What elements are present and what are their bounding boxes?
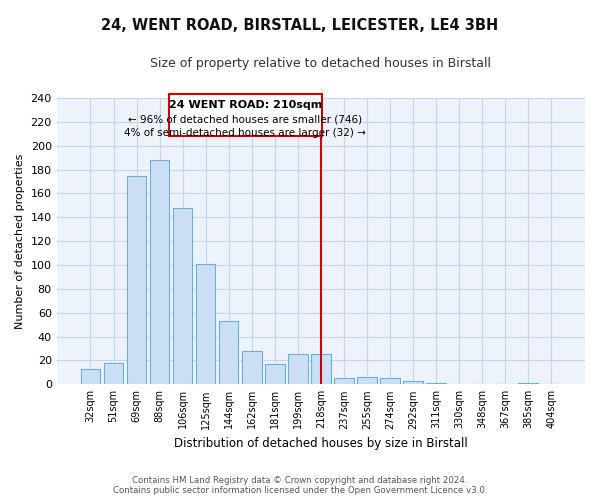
Bar xyxy=(127,176,146,384)
Bar xyxy=(403,380,423,384)
Bar xyxy=(104,363,123,384)
X-axis label: Distribution of detached houses by size in Birstall: Distribution of detached houses by size … xyxy=(174,437,468,450)
Text: ← 96% of detached houses are smaller (746): ← 96% of detached houses are smaller (74… xyxy=(128,115,362,125)
Bar xyxy=(288,354,308,384)
Bar xyxy=(334,378,353,384)
Title: Size of property relative to detached houses in Birstall: Size of property relative to detached ho… xyxy=(151,58,491,70)
Text: Contains HM Land Registry data © Crown copyright and database right 2024.
Contai: Contains HM Land Registry data © Crown c… xyxy=(113,476,487,495)
Bar xyxy=(357,377,377,384)
Bar xyxy=(265,364,284,384)
Bar xyxy=(311,354,331,384)
Bar xyxy=(518,383,538,384)
Bar xyxy=(196,264,215,384)
Bar xyxy=(150,160,169,384)
Bar xyxy=(219,321,238,384)
Bar xyxy=(242,351,262,384)
Bar xyxy=(380,378,400,384)
Text: 24, WENT ROAD, BIRSTALL, LEICESTER, LE4 3BH: 24, WENT ROAD, BIRSTALL, LEICESTER, LE4 … xyxy=(101,18,499,32)
FancyBboxPatch shape xyxy=(169,94,322,136)
Y-axis label: Number of detached properties: Number of detached properties xyxy=(15,154,25,329)
Text: 24 WENT ROAD: 210sqm: 24 WENT ROAD: 210sqm xyxy=(169,100,322,110)
Bar xyxy=(426,383,446,384)
Bar xyxy=(173,208,193,384)
Text: 4% of semi-detached houses are larger (32) →: 4% of semi-detached houses are larger (3… xyxy=(124,128,367,138)
Bar xyxy=(80,369,100,384)
